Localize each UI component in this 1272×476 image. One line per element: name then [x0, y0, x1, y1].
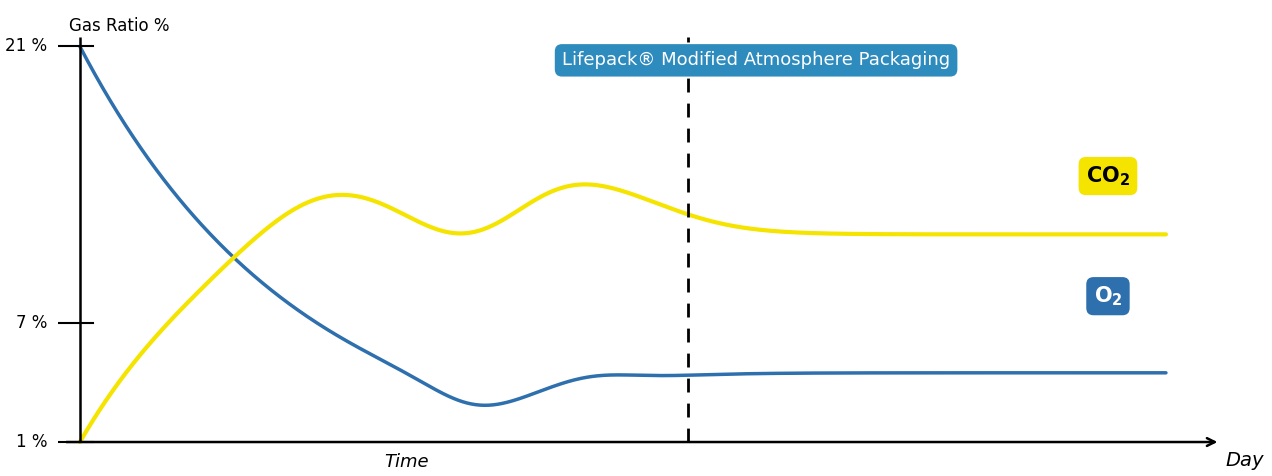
Text: Day: Day — [1226, 451, 1264, 470]
Text: Time: Time — [384, 453, 429, 471]
Text: 1 %: 1 % — [15, 433, 47, 451]
Text: $\mathbf{O_2}$: $\mathbf{O_2}$ — [1094, 284, 1122, 308]
Text: Gas Ratio %: Gas Ratio % — [69, 17, 169, 35]
Text: 21 %: 21 % — [5, 38, 47, 56]
Text: $\mathbf{CO_2}$: $\mathbf{CO_2}$ — [1086, 164, 1130, 188]
Text: 7 %: 7 % — [17, 314, 47, 332]
Text: Lifepack® Modified Atmosphere Packaging: Lifepack® Modified Atmosphere Packaging — [562, 51, 950, 69]
